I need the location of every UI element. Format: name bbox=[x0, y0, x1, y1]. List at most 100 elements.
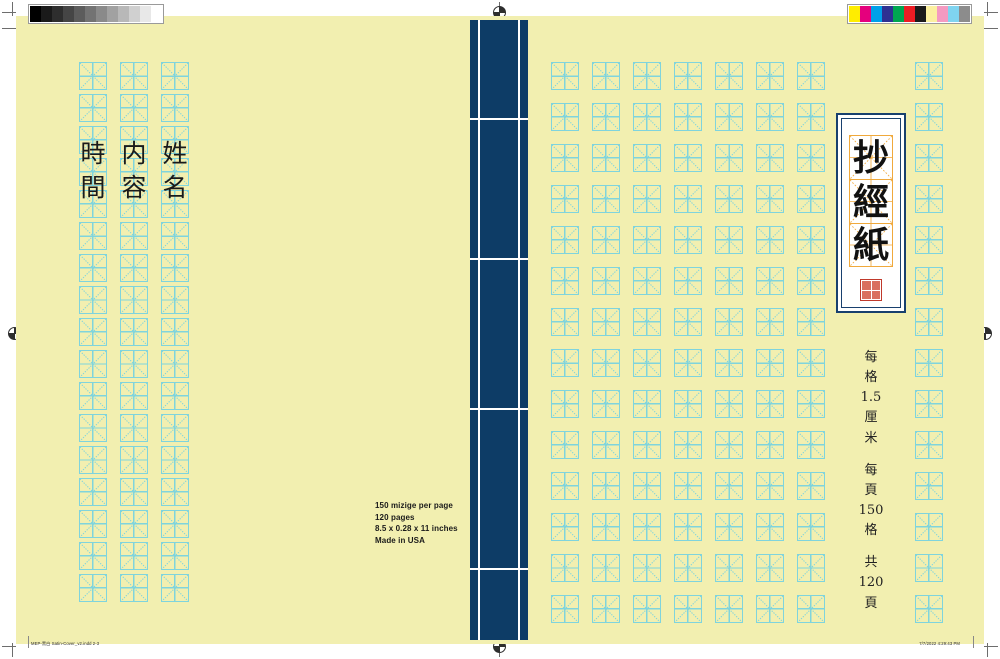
mizi-grid-cell bbox=[633, 472, 661, 500]
spec-v3-c3: 頁 bbox=[864, 595, 878, 611]
calibration-swatch-10 bbox=[129, 6, 140, 22]
mizi-grid-cell bbox=[797, 267, 825, 295]
mizi-grid-cell bbox=[592, 349, 620, 377]
mizi-grid-cell bbox=[674, 144, 702, 172]
calibration-swatch-9 bbox=[118, 6, 129, 22]
mizi-grid-cell bbox=[161, 254, 189, 282]
mizi-grid-cell bbox=[79, 62, 107, 90]
mizi-grid-cell bbox=[592, 226, 620, 254]
grayscale-calibration-bar bbox=[28, 4, 164, 24]
mizi-grid-cell bbox=[161, 510, 189, 538]
calibration-swatch-3 bbox=[871, 6, 882, 22]
back-grid-column-2 bbox=[120, 62, 148, 606]
spec-v3-c1: 共 bbox=[864, 555, 878, 571]
mizi-grid-cell bbox=[551, 226, 579, 254]
mizi-grid-cell bbox=[674, 554, 702, 582]
crop-mark-tl2-h bbox=[2, 28, 16, 29]
mizi-grid-cell bbox=[797, 185, 825, 213]
mizi-grid-cell bbox=[551, 185, 579, 213]
mizi-grid-cell bbox=[915, 267, 943, 295]
mizi-grid-cell bbox=[915, 349, 943, 377]
calibration-swatch-2 bbox=[41, 6, 52, 22]
mizi-grid-cell bbox=[915, 144, 943, 172]
mizi-grid-cell bbox=[161, 414, 189, 442]
front-grid-column-2 bbox=[592, 62, 620, 636]
mizi-grid-cell bbox=[161, 542, 189, 570]
mizi-grid-cell bbox=[715, 185, 743, 213]
crop-mark-br-h bbox=[984, 646, 998, 647]
mizi-grid-cell bbox=[915, 62, 943, 90]
calibration-swatch-8 bbox=[926, 6, 937, 22]
spec-line-2: 120 pages bbox=[375, 512, 415, 522]
mizi-grid-cell bbox=[674, 472, 702, 500]
mizi-grid-cell bbox=[715, 226, 743, 254]
mizi-grid-cell bbox=[120, 254, 148, 282]
spec-v1-c4: 厘 bbox=[864, 410, 878, 426]
mizi-grid-cell bbox=[551, 103, 579, 131]
mizi-grid-cell bbox=[674, 349, 702, 377]
mizi-grid-cell bbox=[79, 318, 107, 346]
mizi-grid-cell bbox=[756, 185, 784, 213]
mizi-grid-cell bbox=[120, 190, 148, 218]
mizi-grid-cell bbox=[915, 390, 943, 418]
mizi-grid-cell bbox=[674, 513, 702, 541]
mizi-grid-cell bbox=[633, 349, 661, 377]
front-grid-column-4 bbox=[674, 62, 702, 636]
front-grid-column-6 bbox=[756, 62, 784, 636]
mizi-grid-cell bbox=[797, 62, 825, 90]
mizi-grid-cell bbox=[674, 595, 702, 623]
mizi-grid-cell bbox=[715, 595, 743, 623]
spine-divider-4 bbox=[470, 568, 528, 570]
mizi-grid-cell bbox=[79, 158, 107, 186]
mizi-grid-cell bbox=[674, 103, 702, 131]
crop-mark-br-v bbox=[987, 643, 988, 657]
back-grid-column-1 bbox=[79, 62, 107, 606]
mizi-grid-cell bbox=[592, 431, 620, 459]
mizi-grid-cell bbox=[79, 286, 107, 314]
mizi-grid-cell bbox=[161, 190, 189, 218]
mizi-grid-cell bbox=[756, 349, 784, 377]
mizi-grid-cell bbox=[756, 308, 784, 336]
mizi-grid-cell bbox=[756, 267, 784, 295]
mizi-grid-cell bbox=[715, 554, 743, 582]
mizi-grid-cell bbox=[715, 144, 743, 172]
crop-mark-bl-v bbox=[12, 643, 13, 657]
mizi-grid-cell bbox=[756, 144, 784, 172]
mizi-grid-cell bbox=[715, 103, 743, 131]
mizi-grid-cell bbox=[592, 390, 620, 418]
mizi-grid-cell bbox=[161, 94, 189, 122]
mizi-grid-cell bbox=[120, 382, 148, 410]
mizi-grid-cell bbox=[756, 226, 784, 254]
mizi-grid-cell bbox=[797, 144, 825, 172]
spine-divider-3 bbox=[470, 408, 528, 410]
mizi-grid-cell bbox=[797, 431, 825, 459]
mizi-grid-cell bbox=[915, 431, 943, 459]
mizi-grid-cell bbox=[551, 349, 579, 377]
mizi-grid-cell bbox=[592, 267, 620, 295]
mizi-grid-cell bbox=[797, 226, 825, 254]
mizi-grid-cell bbox=[592, 103, 620, 131]
title-char-2: 經 bbox=[852, 180, 889, 223]
mizi-grid-cell bbox=[161, 318, 189, 346]
front-grid-column-8 bbox=[915, 62, 943, 636]
spec-v1-c3: 1.5 bbox=[860, 390, 882, 406]
mizi-grid-cell bbox=[797, 554, 825, 582]
mizi-grid-cell bbox=[551, 554, 579, 582]
calibration-swatch-8 bbox=[107, 6, 118, 22]
mizi-grid-cell bbox=[592, 595, 620, 623]
mizi-grid-cell bbox=[161, 158, 189, 186]
crop-mark-tr-v bbox=[987, 2, 988, 16]
mizi-grid-cell bbox=[120, 158, 148, 186]
front-grid-column-1 bbox=[551, 62, 579, 636]
mizi-grid-cell bbox=[161, 446, 189, 474]
back-grid-column-3 bbox=[161, 62, 189, 606]
mizi-grid-cell bbox=[79, 222, 107, 250]
mizi-grid-cell bbox=[551, 431, 579, 459]
calibration-swatch-5 bbox=[893, 6, 904, 22]
spec-v2-c2: 頁 bbox=[864, 482, 878, 498]
mizi-grid-cell bbox=[120, 62, 148, 90]
title-character-grid: 抄 經 紙 bbox=[849, 135, 893, 267]
front-spec-column: 每 格 1.5 厘 米 每 頁 150 格 共 120 頁 bbox=[858, 348, 884, 614]
mizi-grid-cell bbox=[715, 308, 743, 336]
spine-divider-2 bbox=[470, 258, 528, 260]
